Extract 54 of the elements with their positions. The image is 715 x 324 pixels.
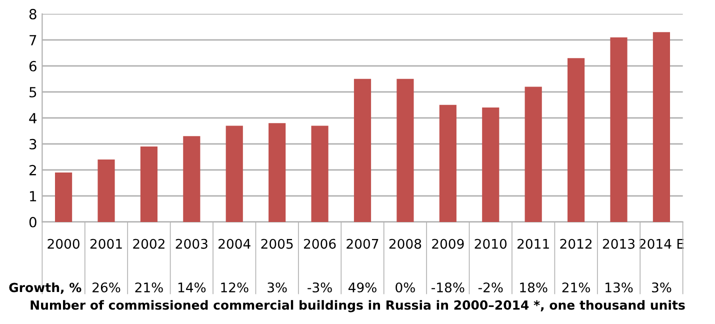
x-tick-label: 2013 <box>602 238 634 249</box>
y-tick-label: 1 <box>30 191 36 202</box>
y-tick-label: 2 <box>30 164 36 176</box>
text: Number of commissioned commercial buildings in Russia in 2000–2014 *, one thousand units <box>30 300 685 312</box>
y-tick-label: 7 <box>30 35 36 46</box>
bar <box>652 32 670 222</box>
text: 14% <box>178 282 206 292</box>
x-tick-label: 2010 <box>474 238 507 249</box>
text: 18% <box>520 282 548 292</box>
y-tick-label: 5 <box>30 87 36 98</box>
y-tick-label: 0 <box>29 216 36 228</box>
x-tick-label: 2008 <box>389 238 422 249</box>
x-tick-label: 2006 <box>304 238 336 249</box>
text: -18% <box>432 282 464 292</box>
x-tick-label: 2011 <box>518 238 549 249</box>
x-tick-label: 2002 <box>133 238 164 249</box>
text: 49% <box>348 282 376 292</box>
text: 12% <box>221 282 248 292</box>
bar <box>140 146 158 222</box>
x-tick-label: 2003 <box>176 238 208 249</box>
x-tick-label: 2012 <box>560 238 592 249</box>
bar <box>268 123 286 222</box>
bar <box>396 78 414 222</box>
text: 26% <box>92 282 120 292</box>
bar <box>439 104 456 222</box>
bar <box>568 58 585 222</box>
x-tick-label: 2004 <box>218 238 250 249</box>
text: 21% <box>562 282 590 292</box>
y-tick-label: 6 <box>29 60 36 72</box>
x-tick-label: 2000 <box>48 238 80 249</box>
bar <box>311 126 328 222</box>
text: 13% <box>606 282 633 292</box>
bar <box>55 172 72 222</box>
bar <box>354 78 372 222</box>
x-tick-label: 2009 <box>432 238 464 249</box>
bar <box>610 37 628 222</box>
y-tick-label: 3 <box>30 138 36 150</box>
text: -3% <box>308 282 332 292</box>
text: 21% <box>135 282 163 292</box>
text: 0% <box>396 282 415 292</box>
text: -2% <box>478 282 503 292</box>
x-tick-label: 2001 <box>90 238 122 249</box>
x-tick-label: 2005 <box>261 238 293 249</box>
text: 3% <box>652 282 672 292</box>
bar <box>482 108 500 222</box>
bar <box>524 86 542 222</box>
y-tick-label: 4 <box>29 113 37 124</box>
y-tick-label: 8 <box>29 8 36 20</box>
bar <box>183 136 200 222</box>
text: 3% <box>268 282 287 292</box>
text: Growth, % <box>9 282 82 294</box>
x-tick-label: 2007 <box>346 238 378 249</box>
bar <box>226 126 243 222</box>
bar <box>98 160 115 222</box>
